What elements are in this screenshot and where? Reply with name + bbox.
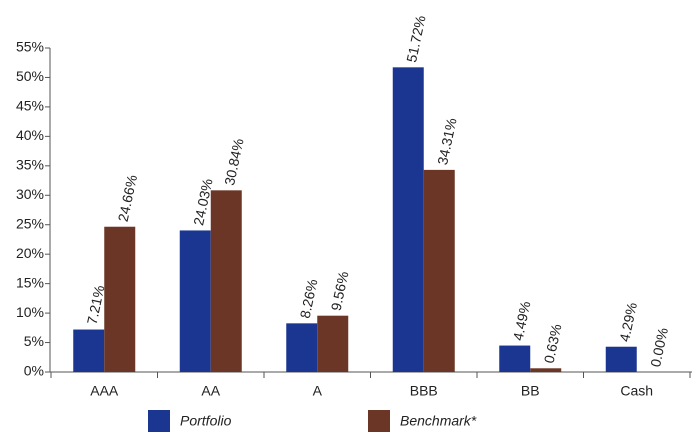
- legend-label: Portfolio: [180, 413, 232, 429]
- data-label: 0.00%: [647, 326, 671, 368]
- x-tick-label: BBB: [410, 383, 438, 399]
- y-tick-label: 50%: [16, 68, 44, 84]
- y-tick-label: 20%: [16, 245, 44, 261]
- bar: [104, 226, 136, 372]
- legend-label: Benchmark*: [400, 413, 477, 429]
- y-tick-label: 15%: [16, 274, 44, 290]
- data-label: 7.21%: [84, 284, 108, 326]
- x-tick-label: Cash: [620, 383, 653, 399]
- data-label: 4.29%: [616, 301, 640, 343]
- y-tick-label: 45%: [16, 98, 44, 114]
- x-tick-label: BB: [521, 383, 540, 399]
- data-label: 51.72%: [403, 14, 429, 64]
- bar: [179, 230, 211, 372]
- y-tick-label: 10%: [16, 304, 44, 320]
- data-label: 24.66%: [115, 173, 141, 223]
- x-tick-label: AAA: [90, 383, 119, 399]
- y-tick-label: 5%: [24, 333, 44, 349]
- data-label: 9.56%: [328, 270, 352, 312]
- bar: [605, 346, 637, 372]
- data-label: 8.26%: [297, 278, 321, 320]
- bar: [286, 323, 318, 372]
- y-tick-label: 25%: [16, 215, 44, 231]
- bar: [392, 67, 424, 373]
- bar: [317, 315, 349, 372]
- x-tick-label: A: [313, 383, 323, 399]
- bar: [423, 169, 455, 372]
- legend-swatch: [368, 410, 390, 432]
- data-label: 30.84%: [221, 137, 247, 187]
- bar: [73, 329, 105, 372]
- y-tick-label: 55%: [16, 39, 44, 55]
- data-label: 4.49%: [510, 300, 534, 342]
- y-tick-label: 35%: [16, 157, 44, 173]
- x-tick-label: AA: [201, 383, 220, 399]
- data-label: 34.31%: [434, 117, 460, 167]
- bar: [499, 345, 531, 372]
- legend-swatch: [148, 410, 170, 432]
- y-tick-label: 30%: [16, 186, 44, 202]
- data-label: 0.63%: [541, 323, 565, 365]
- bar: [210, 190, 242, 372]
- bar: [530, 368, 562, 372]
- y-tick-label: 0%: [24, 363, 44, 379]
- y-tick-label: 40%: [16, 127, 44, 143]
